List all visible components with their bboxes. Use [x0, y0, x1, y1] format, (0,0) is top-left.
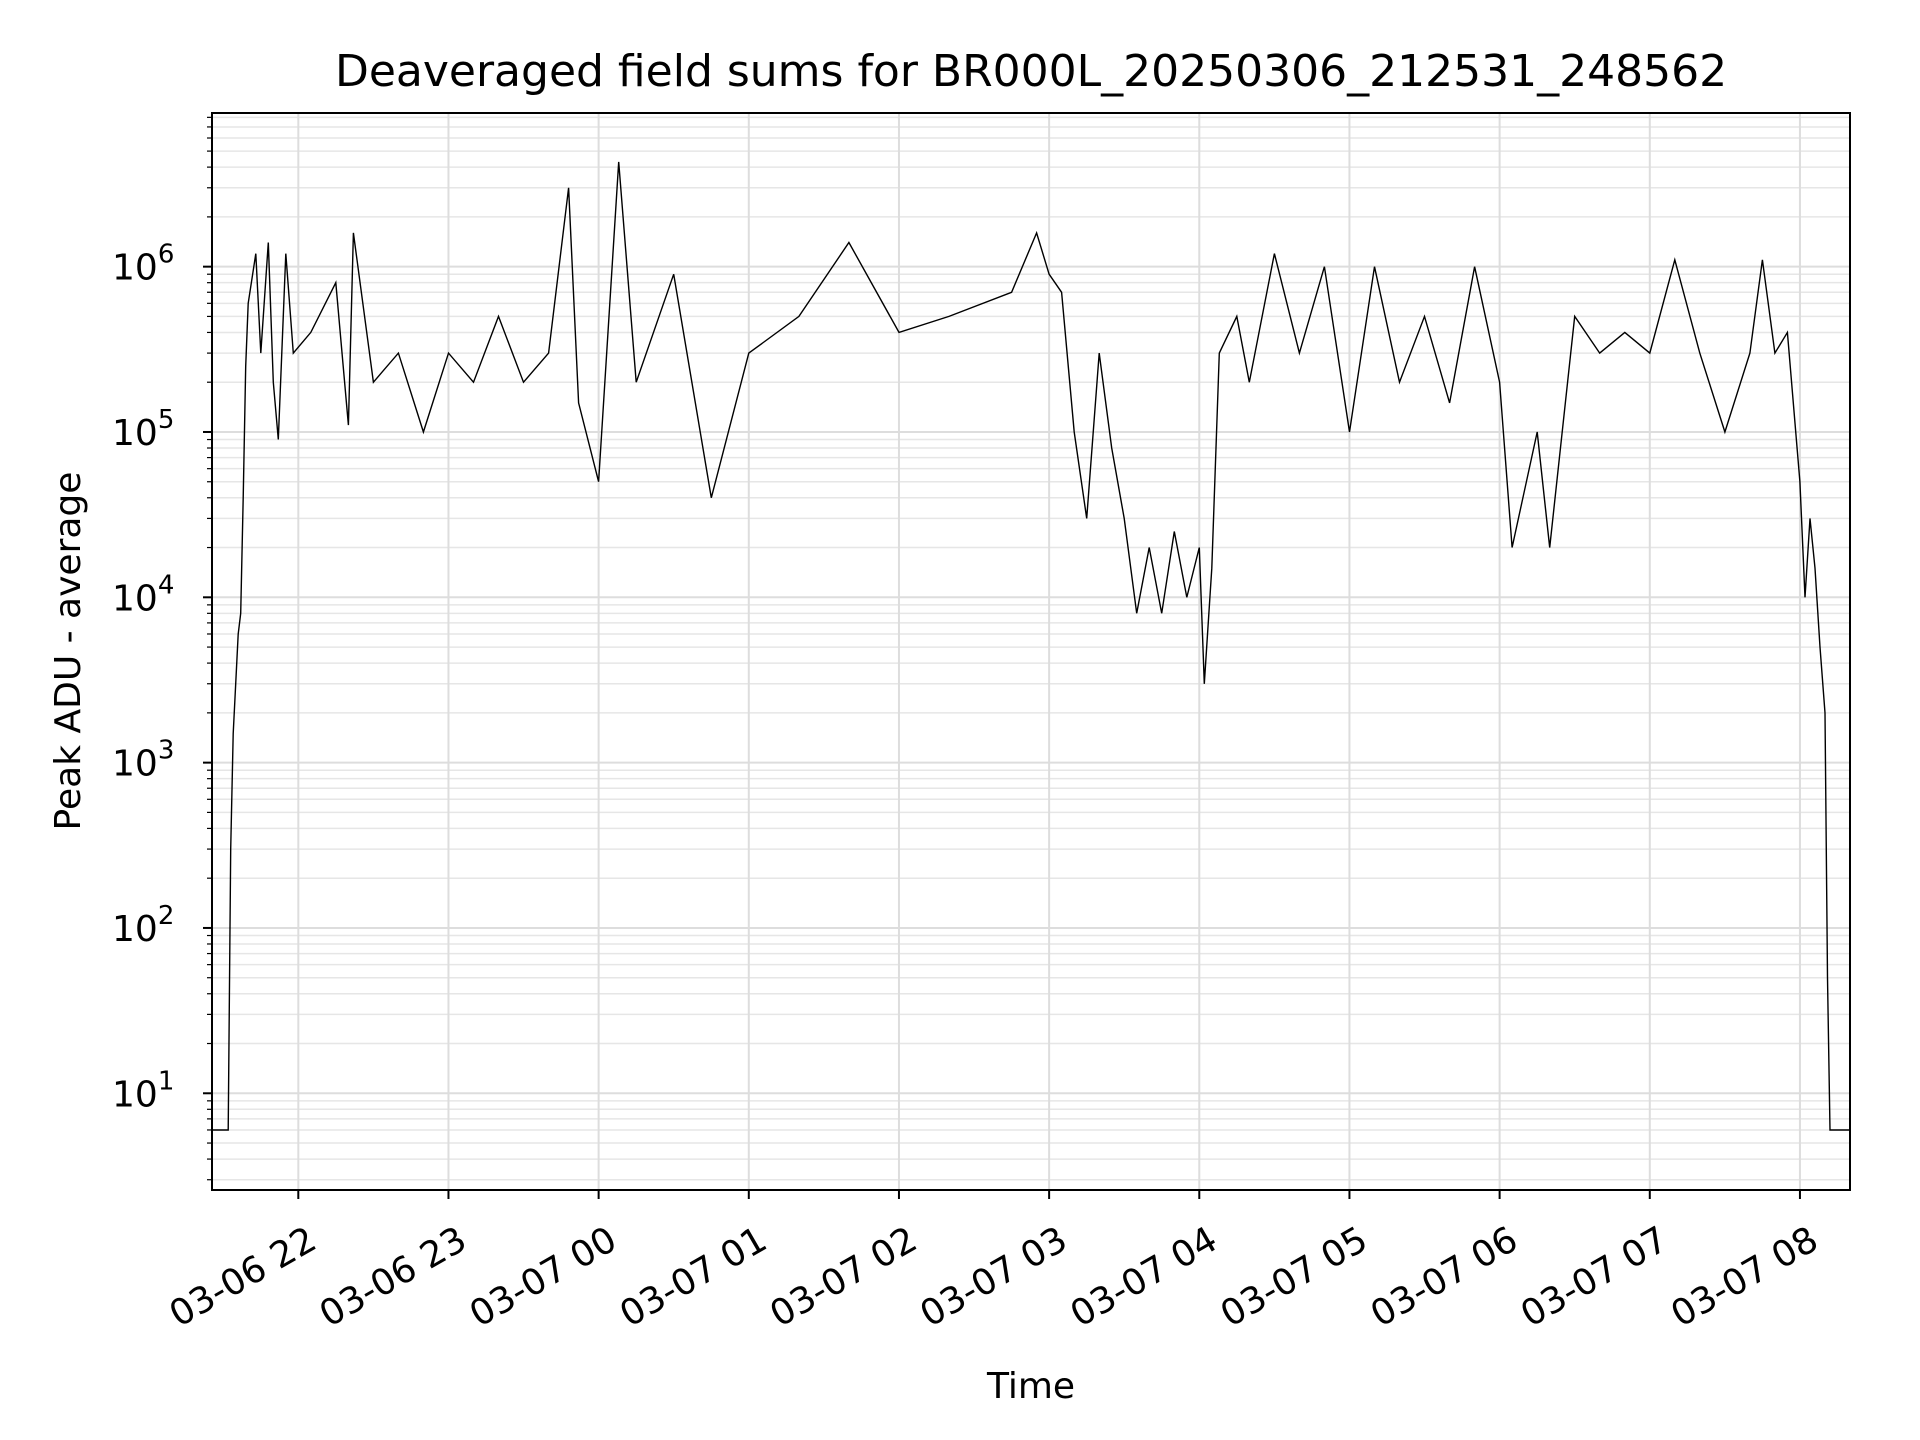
chart-title: Deaveraged field sums for BR000L_2025030…: [335, 46, 1727, 97]
y-tick-exponent: 2: [158, 901, 175, 931]
y-tick-label: 103: [112, 736, 174, 785]
y-tick-label: 102: [112, 901, 174, 950]
y-tick-label: 104: [112, 570, 174, 619]
y-tick-base: 10: [112, 413, 158, 454]
y-tick-base: 10: [112, 744, 158, 785]
x-axis-label: Time: [986, 1366, 1075, 1407]
y-tick-base: 10: [112, 578, 158, 619]
y-tick-base: 10: [112, 909, 158, 950]
y-tick-base: 10: [112, 248, 158, 289]
y-axis-label: Peak ADU - average: [48, 472, 89, 831]
grid: [212, 113, 1850, 1190]
y-tick-exponent: 4: [158, 570, 175, 600]
y-tick-exponent: 1: [158, 1066, 175, 1096]
y-tick-exponent: 6: [158, 240, 175, 270]
y-tick-label: 101: [112, 1066, 174, 1115]
y-tick-label: 106: [112, 240, 174, 289]
plot-area-frame: [211, 112, 1851, 1191]
y-tick-exponent: 3: [158, 736, 175, 766]
y-tick-exponent: 5: [158, 405, 175, 435]
y-tick-base: 10: [112, 1074, 158, 1115]
y-tick-label: 105: [112, 405, 174, 454]
series-line: [212, 161, 1850, 1131]
